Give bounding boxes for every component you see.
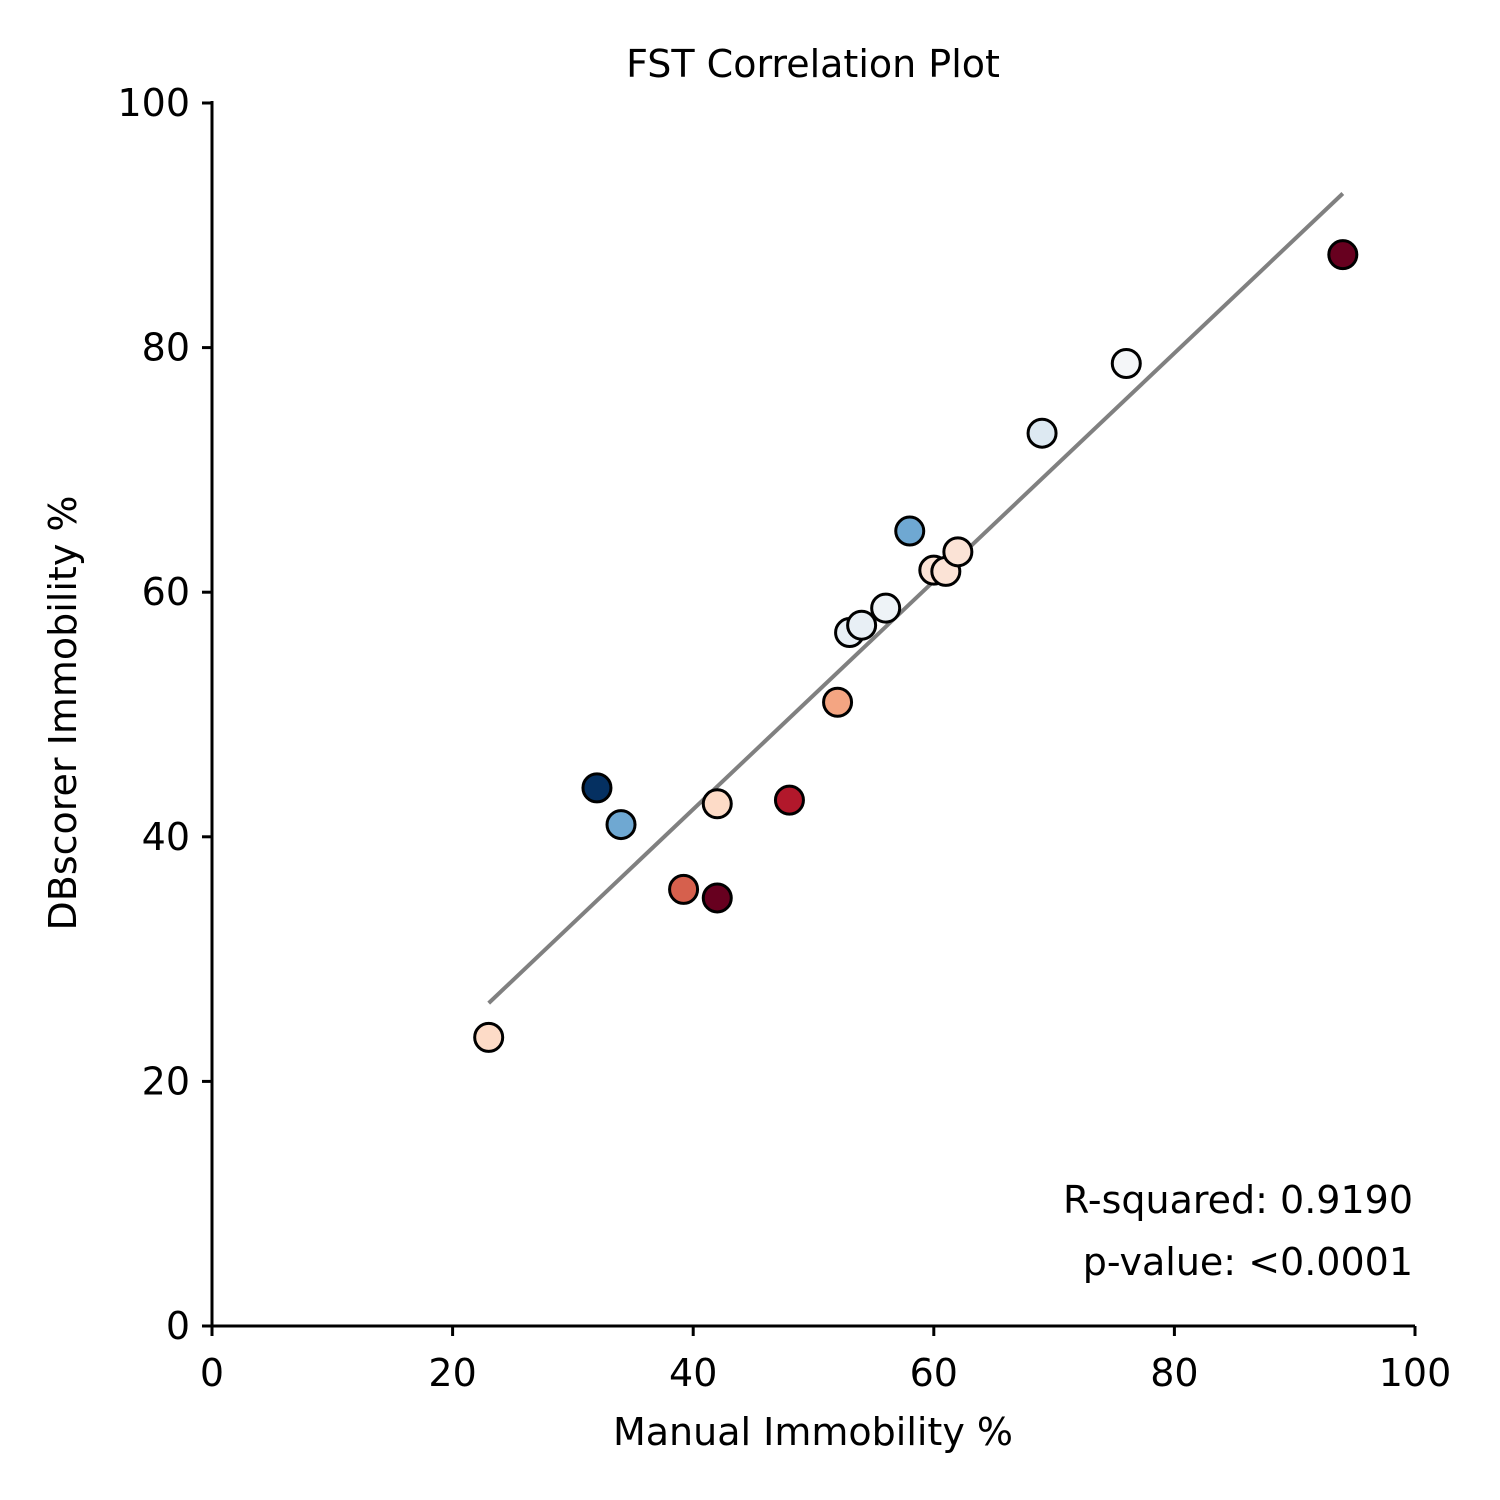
x-ticks: 0 20 40 60 80 100 [200,1326,1451,1395]
data-point [701,882,733,914]
y-tick-label: 60 [142,570,190,614]
y-axis-label: DBscorer Immobility % [41,496,85,931]
x-tick-label: 100 [1379,1351,1452,1395]
y-tick-label: 0 [166,1304,190,1348]
x-tick-label: 20 [428,1351,476,1395]
x-tick-label: 40 [669,1351,717,1395]
x-tick-label: 60 [910,1351,958,1395]
chart-title: FST Correlation Plot [626,42,1000,86]
x-axis-label: Manual Immobility % [613,1410,1013,1454]
regression-line [487,192,1345,1005]
x-tick-label: 80 [1150,1351,1198,1395]
data-point [942,536,974,568]
fit-layer [487,192,1345,1005]
data-point [822,686,854,718]
y-tick-label: 100 [117,81,190,125]
data-point [1110,347,1142,379]
points-layer [473,239,1359,1053]
data-point [1327,239,1359,271]
data-point [870,592,902,624]
data-point [701,788,733,820]
r-squared-annotation: R-squared: 0.9190 [1063,1178,1413,1222]
data-point [473,1021,505,1053]
y-ticks: 0 20 40 60 80 100 [117,81,212,1348]
data-point [668,873,700,905]
plot-area: 0 20 40 60 80 100 0 20 40 60 80 100 [117,81,1451,1395]
data-point [773,784,805,816]
p-value-annotation: p-value: <0.0001 [1083,1240,1413,1284]
data-point [1026,417,1058,449]
y-tick-label: 20 [142,1059,190,1103]
data-point [581,772,613,804]
x-tick-label: 0 [200,1351,224,1395]
data-point [846,609,878,641]
data-point [894,515,926,547]
y-tick-label: 40 [142,815,190,859]
y-tick-label: 80 [142,326,190,370]
data-point [605,809,637,841]
